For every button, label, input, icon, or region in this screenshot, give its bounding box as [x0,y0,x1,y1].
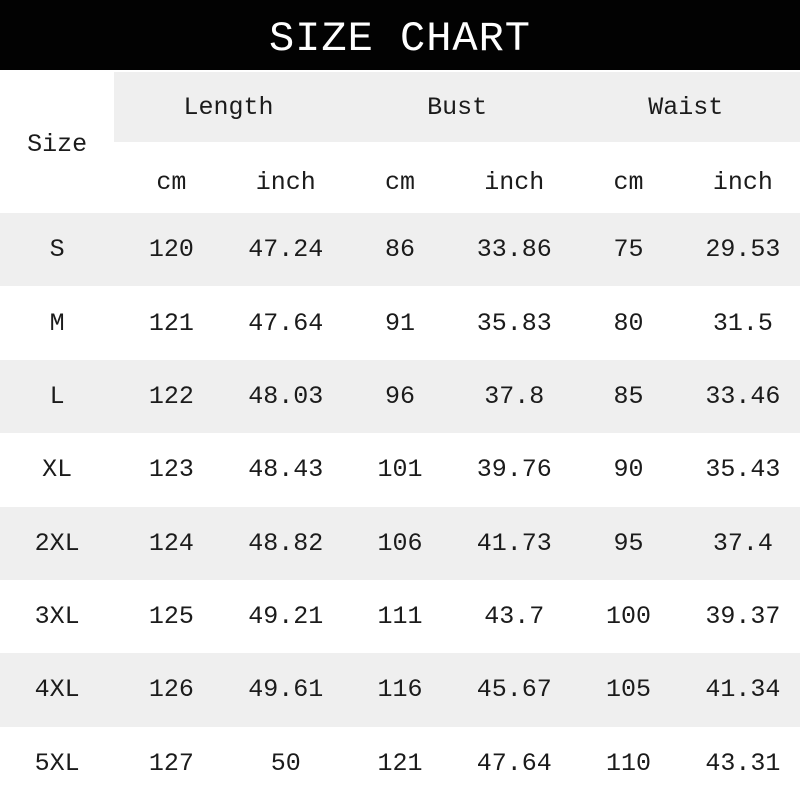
length-inch-cell: 49.61 [248,675,324,705]
bust-cm-cell: 96 [384,381,415,411]
size-cell: XL [42,455,73,485]
bust-inch-cell: 35.83 [476,308,552,338]
bust-cm-cell: 116 [377,675,423,705]
bust-inch-cell: 45.67 [476,675,552,705]
table-row: M 121 47.64 91 35.83 80 31.5 [0,286,800,360]
length-inch-cell: 48.43 [248,455,324,485]
length-cm-cell: 123 [148,455,194,485]
waist-cm-cell: 95 [613,528,644,558]
table-row: 3XL 125 49.21 111 43.7 100 39.37 [0,579,800,654]
table-row: S 120 47.24 86 33.86 75 29.53 [0,213,800,287]
size-cell: 2XL [34,528,80,558]
waist-cm-cell: 85 [613,381,644,411]
length-cm-cell: 121 [148,308,194,338]
waist-inch-cell: 31.5 [712,308,773,338]
waist-inch-cell: 29.53 [705,235,781,265]
size-cell: M [49,308,65,338]
size-cell: L [49,381,65,411]
size-cell: 3XL [34,602,80,632]
length-cm-cell: 127 [148,748,194,778]
table-row: 4XL 126 49.61 116 45.67 105 41.34 [0,653,800,727]
waist-inch-cell: 37.4 [712,528,773,558]
bust-inch-cell: 41.73 [476,528,552,558]
length-cm-cell: 125 [148,602,194,632]
bust-inch-cell: 39.76 [476,455,552,485]
size-cell: S [49,235,65,265]
size-cell: 5XL [34,748,80,778]
table-row: XL 123 48.43 101 39.76 90 35.43 [0,433,800,507]
page-title: SIZE CHART [268,14,532,63]
title-bar: SIZE CHART [0,0,800,70]
table-body: S 120 47.24 86 33.86 75 29.53 M 121 47.6… [0,213,800,800]
waist-cm-cell: 105 [606,675,652,705]
table-row: L 122 48.03 96 37.8 85 33.46 [0,359,800,434]
unit-header-bust-inch: inch [484,168,545,197]
unit-header-waist-inch: inch [712,168,773,197]
bust-inch-cell: 47.64 [476,748,552,778]
bust-cm-cell: 106 [377,528,423,558]
length-inch-cell: 48.03 [248,381,324,411]
length-cm-cell: 122 [148,381,194,411]
unit-header-bust-cm: cm [384,168,415,197]
unit-header-row: cm inch cm inch cm inch [114,142,800,213]
length-cm-cell: 120 [148,235,194,265]
length-inch-cell: 47.24 [248,235,324,265]
unit-header-length-cm: cm [156,168,187,197]
measurement-group-band: Length Bust Waist [114,72,800,142]
bust-cm-cell: 86 [384,235,415,265]
bust-cm-cell: 111 [377,602,423,632]
size-column-header: Size [27,130,88,159]
waist-cm-cell: 100 [606,602,652,632]
bust-inch-cell: 37.8 [484,381,545,411]
unit-header-waist-cm: cm [613,168,644,197]
waist-cm-cell: 110 [606,748,652,778]
length-inch-cell: 49.21 [248,602,324,632]
bust-cm-cell: 121 [377,748,423,778]
unit-header-length-inch: inch [255,168,316,197]
bust-cm-cell: 91 [384,308,415,338]
waist-inch-cell: 43.31 [705,748,781,778]
bust-inch-cell: 33.86 [476,235,552,265]
table-row: 5XL 127 50 121 47.64 110 43.31 [0,726,800,800]
table-header: Size Length Bust Waist cm inch cm inch c… [0,70,800,213]
length-inch-cell: 50 [270,748,301,778]
waist-inch-cell: 39.37 [705,602,781,632]
table-row: 2XL 124 48.82 106 41.73 95 37.4 [0,506,800,580]
bust-cm-cell: 101 [377,455,423,485]
waist-cm-cell: 75 [613,235,644,265]
length-cm-cell: 124 [148,528,194,558]
size-cell: 4XL [34,675,80,705]
length-inch-cell: 47.64 [248,308,324,338]
waist-inch-cell: 33.46 [705,381,781,411]
bust-inch-cell: 43.7 [484,602,545,632]
waist-cm-cell: 80 [613,308,644,338]
group-header-length: Length [183,92,274,122]
group-header-waist: Waist [648,92,724,122]
waist-inch-cell: 41.34 [705,675,781,705]
waist-cm-cell: 90 [613,455,644,485]
waist-inch-cell: 35.43 [705,455,781,485]
length-inch-cell: 48.82 [248,528,324,558]
group-header-bust: Bust [427,92,488,122]
length-cm-cell: 126 [148,675,194,705]
